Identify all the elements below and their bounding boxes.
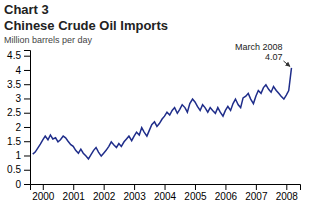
tick-label: 2001 <box>63 191 86 202</box>
tick-label: 1 <box>15 150 21 161</box>
tick: 2 <box>15 122 30 133</box>
tick-mark <box>24 98 30 99</box>
tick: 2001 <box>63 184 86 202</box>
tick-label: 1.5 <box>7 136 21 147</box>
tick: 2007 <box>245 184 268 202</box>
tick-mark <box>24 127 30 128</box>
tick-label: 2002 <box>93 191 116 202</box>
annotation-line: March 2008 <box>235 42 283 52</box>
tick: 3 <box>15 93 30 104</box>
tick: 4 <box>15 65 30 76</box>
chart: Chart 3Chinese Crude Oil Imports Million … <box>0 0 312 204</box>
tick: 2.5 <box>7 107 30 118</box>
tick-label: 2.5 <box>7 107 21 118</box>
title: Chart 3 <box>4 2 49 17</box>
subtitle: Chinese Crude Oil Imports <box>4 18 168 33</box>
tick-label: 3 <box>15 93 21 104</box>
tick-label: 2006 <box>215 191 238 202</box>
tick-label: 2003 <box>123 191 146 202</box>
y-axis: 0 0.5 1 1.5 2 2.5 3 3.5 4 4.5 <box>7 50 30 189</box>
plot: 2000 2001 2002 2003 2004 2005 2006 2007 2008 0 0.5… <box>7 42 300 202</box>
tick-mark <box>24 170 30 171</box>
tick-mark <box>24 56 30 57</box>
axis-line <box>31 185 301 191</box>
tick-label: 0.5 <box>7 164 21 175</box>
tick-mark <box>24 184 30 185</box>
annotation-arrow <box>283 61 290 67</box>
tick: 0 <box>15 179 30 190</box>
tick-mark <box>165 184 166 190</box>
y-axis-title: Million barrels per day <box>4 35 93 45</box>
annotations: March 20084.07 <box>235 42 290 67</box>
tick: 2004 <box>154 184 177 202</box>
tick-label: 3.5 <box>7 79 21 90</box>
tick: 0.5 <box>7 164 30 175</box>
tick-mark <box>73 184 74 190</box>
tick-mark <box>24 84 30 85</box>
tick: 2002 <box>93 184 116 202</box>
x-axis: 2000 2001 2002 2003 2004 2005 2006 2007 2008 <box>31 184 301 202</box>
tick-label: 2000 <box>32 191 55 202</box>
tick-mark <box>24 141 30 142</box>
tick-label: 2 <box>15 122 21 133</box>
tick: 4.5 <box>7 50 30 61</box>
tick-label: 4.5 <box>7 50 21 61</box>
tick-label: 0 <box>15 179 21 190</box>
tick-mark <box>24 155 30 156</box>
tick-mark <box>225 184 226 190</box>
tick-mark <box>104 184 105 190</box>
tick-label: 2008 <box>276 191 299 202</box>
tick: 2005 <box>184 184 207 202</box>
marks <box>33 68 292 159</box>
tick-mark <box>134 184 135 190</box>
tick: 2003 <box>123 184 146 202</box>
tick: 2000 <box>32 184 55 202</box>
tick: 2006 <box>215 184 238 202</box>
tick: 2008 <box>276 184 299 202</box>
axis-line <box>24 51 31 185</box>
annotation-line: 4.07 <box>265 52 283 62</box>
tick-mark <box>24 70 30 71</box>
line <box>33 68 292 159</box>
tick-mark <box>286 184 287 190</box>
tick: 1.5 <box>7 136 30 147</box>
tick-mark <box>24 113 30 114</box>
tick-label: 2005 <box>184 191 207 202</box>
tick-label: 2007 <box>245 191 268 202</box>
tick-mark <box>195 184 196 190</box>
tick: 3.5 <box>7 79 30 90</box>
tick-mark <box>43 184 44 190</box>
tick-label: 4 <box>15 65 21 76</box>
tick-mark <box>256 184 257 190</box>
tick-label: 2004 <box>154 191 177 202</box>
annotation: March 20084.07 <box>235 42 283 62</box>
tick: 1 <box>15 150 30 161</box>
